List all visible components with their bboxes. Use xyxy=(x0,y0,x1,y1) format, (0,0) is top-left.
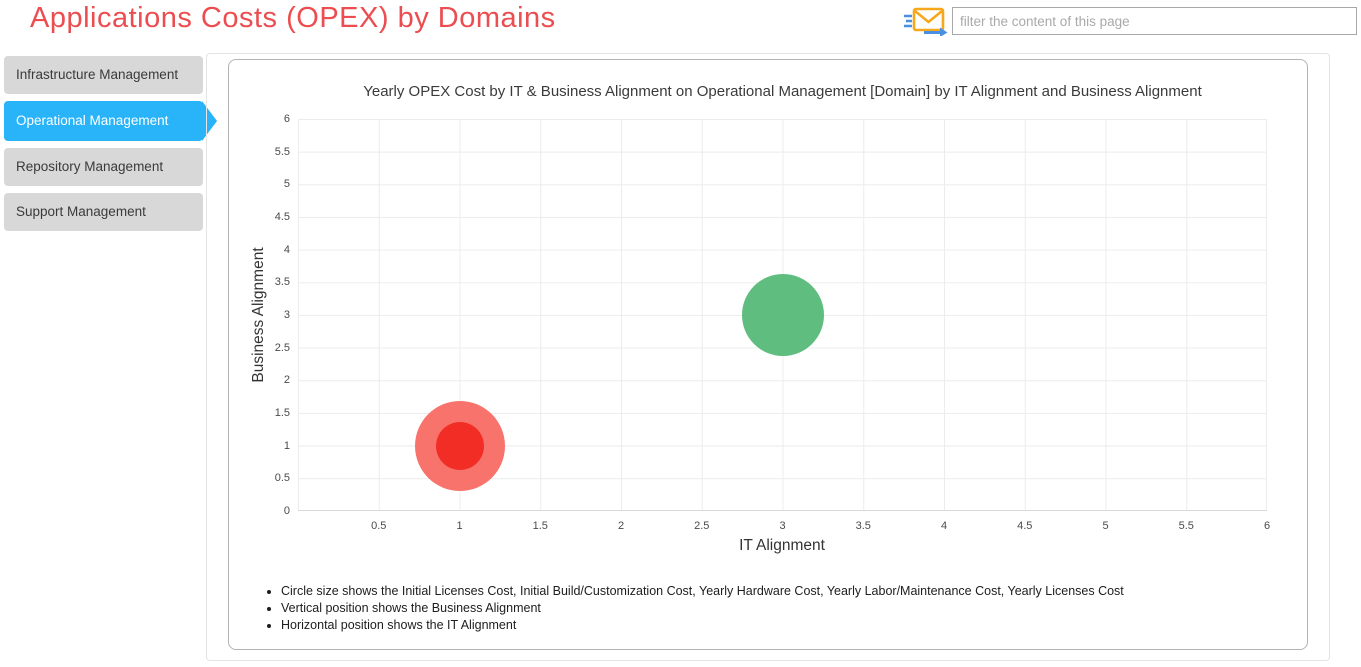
y-tick-label: 1 xyxy=(283,439,290,452)
send-email-icon[interactable] xyxy=(902,6,948,36)
y-tick-label: 0 xyxy=(283,505,290,517)
y-tick-label: 2 xyxy=(283,374,290,387)
sidebar-item-support-management[interactable]: Support Management xyxy=(4,193,203,231)
x-tick-label: 5 xyxy=(1102,520,1109,532)
chart-title: Yearly OPEX Cost by IT & Business Alignm… xyxy=(363,83,1202,100)
page-title: Applications Costs (OPEX) by Domains xyxy=(30,2,556,34)
sidebar-item-label: Support Management xyxy=(16,204,146,219)
content-container xyxy=(206,53,1330,661)
plot-area: Business Alignment IT Alignment 0.5 1 1.5 2… xyxy=(250,113,1270,554)
sidebar: Infrastructure Management Operational Ma… xyxy=(4,56,220,238)
filter-input[interactable] xyxy=(952,7,1357,35)
filter-bar xyxy=(902,6,1357,36)
y-tick-label: 4 xyxy=(283,243,290,256)
x-axis-title: IT Alignment xyxy=(739,537,825,554)
x-tick-label: 0.5 xyxy=(371,520,387,532)
y-tick-label: 0.5 xyxy=(274,472,290,485)
note-item: Circle size shows the Initial Licenses C… xyxy=(281,583,1124,600)
x-tick-label: 4.5 xyxy=(1017,520,1033,532)
sidebar-item-repository-management[interactable]: Repository Management xyxy=(4,148,203,186)
x-tick-label: 2 xyxy=(617,520,625,532)
y-tick-label: 2.5 xyxy=(274,341,290,354)
chart-notes: Circle size shows the Initial Licenses C… xyxy=(267,583,1124,634)
y-tick-label: 5 xyxy=(283,178,290,191)
sidebar-item-label: Repository Management xyxy=(16,159,164,174)
note-item: Horizontal position shows the IT Alignme… xyxy=(281,617,1124,634)
bubble[interactable] xyxy=(741,274,824,356)
y-tick-label: 1.5 xyxy=(274,407,290,419)
sidebar-item-infrastructure-management[interactable]: Infrastructure Management xyxy=(4,56,203,94)
x-tick-label: 1 xyxy=(456,520,463,532)
y-tick-label: 3 xyxy=(283,309,290,321)
y-tick-label: 4.5 xyxy=(274,211,290,223)
x-tick-label: 1.5 xyxy=(532,520,548,532)
x-tick-label: 2.5 xyxy=(694,520,710,532)
y-tick-label: 5.5 xyxy=(274,145,290,158)
sidebar-item-operational-management[interactable]: Operational Management xyxy=(4,101,217,141)
y-tick-label: 6 xyxy=(283,113,290,125)
x-tick-label: 5.5 xyxy=(1178,520,1194,532)
bubble[interactable] xyxy=(435,421,484,470)
note-item: Vertical position shows the Business Ali… xyxy=(281,600,1124,617)
x-tick-label: 6 xyxy=(1263,520,1271,532)
x-tick-label: 3 xyxy=(779,520,786,532)
x-tick-label: 3.5 xyxy=(855,520,871,532)
chart-panel: Yearly OPEX Cost by IT & Business Alignm… xyxy=(228,59,1308,650)
sidebar-item-label: Operational Management xyxy=(16,113,169,128)
sidebar-item-label: Infrastructure Management xyxy=(16,67,179,82)
x-tick-label: 4 xyxy=(940,520,948,532)
y-tick-label: 3.5 xyxy=(274,276,290,289)
